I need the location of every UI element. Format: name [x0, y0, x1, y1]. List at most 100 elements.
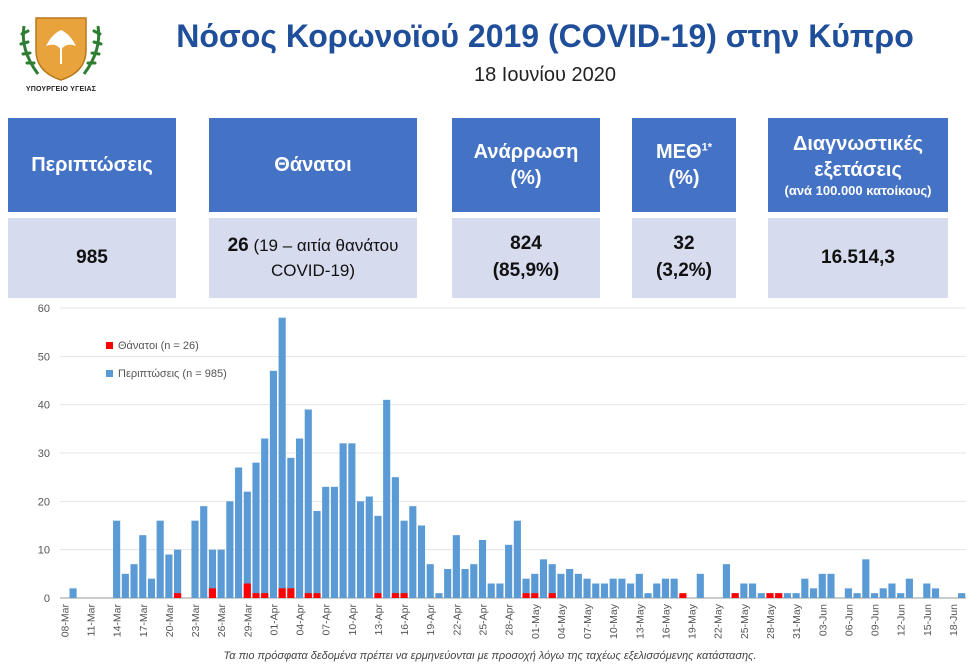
recovery-pct: (85,9%): [492, 260, 560, 281]
recovery-header: Ανάρρωση (%): [452, 118, 600, 212]
cases-bar: [295, 438, 304, 598]
deaths-bar: [174, 593, 182, 598]
x-tick-label: 26-Mar: [216, 604, 228, 638]
cases-bar: [783, 593, 791, 598]
cases-bar: [513, 520, 521, 598]
x-tick-label: 07-Apr: [321, 603, 333, 635]
report-date: 18 Ιουνίου 2020: [474, 64, 616, 86]
cases-bar: [958, 593, 966, 598]
icu-value: 32: [673, 233, 695, 255]
y-tick-label: 50: [38, 351, 50, 363]
x-tick-label: 19-May: [687, 603, 699, 639]
cases-bar: [627, 583, 635, 598]
x-tick-label: 16-May: [660, 603, 672, 639]
icu-value-box: 32 (3,2%): [632, 218, 736, 298]
x-tick-label: 20-Mar: [164, 604, 176, 638]
cases-bar: [139, 535, 147, 598]
cases-bar: [417, 525, 426, 598]
x-tick-label: 06-Jun: [843, 604, 855, 636]
cases-bar: [374, 515, 382, 598]
cases-header: Περιπτώσεις: [8, 118, 176, 212]
cases-bar: [330, 486, 338, 598]
deaths-bar: [304, 593, 312, 598]
icu-label: ΜΕΘ: [656, 141, 702, 163]
cases-bar: [461, 569, 469, 598]
deaths-bar: [548, 593, 556, 598]
recovery-label: Ανάρρωση: [473, 141, 579, 163]
x-tick-label: 31-May: [791, 603, 803, 639]
x-tick-label: 14-Mar: [112, 604, 124, 638]
cases-bar: [400, 520, 408, 598]
cases-bar: [174, 549, 182, 598]
x-tick-label: 19-Apr: [425, 603, 437, 635]
x-tick-label: 18-Jun: [948, 604, 960, 636]
cases-bar: [879, 588, 887, 598]
cases-bar: [322, 486, 330, 598]
cases-bar: [722, 564, 731, 598]
x-tick-label: 28-May: [765, 603, 777, 639]
cases-bar: [888, 583, 896, 598]
cases-bar: [870, 593, 879, 598]
cases-bar: [496, 583, 504, 598]
deaths-bar: [766, 593, 774, 598]
deaths-bar: [522, 593, 530, 598]
deaths-bar: [243, 583, 251, 598]
cases-bar: [618, 578, 626, 598]
recovery-value-box: 824 (85,9%): [452, 218, 600, 298]
tests-value-box: 16.514,3: [768, 218, 948, 298]
cases-bar: [235, 467, 243, 598]
deaths-bar: [313, 593, 321, 598]
cases-bar: [435, 593, 443, 598]
tests-value: 16.514,3: [821, 246, 895, 268]
y-tick-label: 0: [44, 593, 50, 605]
chart-legend: Θάνατοι (n = 26) Περιπτώσεις (n = 985): [106, 340, 227, 380]
cases-bar: [304, 409, 312, 598]
deaths-value-box: 26 (19 – αιτία θανάτου COVID-19): [209, 218, 417, 298]
cases-bar: [147, 578, 156, 598]
cases-bar: [592, 583, 600, 598]
recovery-unit: (%): [510, 167, 542, 189]
deaths-label: Θάνατοι: [274, 154, 352, 176]
tests-sublabel: (ανά 100.000 κατοίκους): [784, 182, 932, 198]
deaths-bar: [374, 593, 382, 598]
cases-bar: [208, 549, 217, 598]
deaths-bar: [278, 588, 286, 598]
cases-bar: [287, 457, 295, 598]
cases-bar: [356, 501, 365, 598]
cases-bar: [566, 569, 574, 598]
logo-caption: ΥΠΟΥΡΓΕΙΟ ΥΓΕΙΑΣ: [25, 86, 97, 93]
x-tick-label: 03-Jun: [817, 604, 829, 636]
cases-bar: [539, 559, 548, 598]
cases-bar: [696, 573, 704, 598]
cases-bar: [391, 477, 399, 598]
x-tick-label: 22-Apr: [451, 603, 463, 635]
cases-bar: [801, 578, 809, 598]
tests-header: Διαγνωστικές εξετάσεις (ανά 100.000 κατο…: [768, 118, 948, 212]
cases-bar: [844, 588, 852, 598]
cases-bar: [792, 593, 800, 598]
recovery-value: 824: [510, 233, 542, 255]
cases-bar: [200, 506, 208, 598]
deaths-bar: [208, 588, 217, 598]
cases-bar: [348, 443, 356, 598]
x-tick-label: 22-May: [713, 603, 725, 639]
x-tick-label: 09-Jun: [870, 604, 882, 636]
deaths-value: 26: [227, 234, 249, 256]
deaths-bar: [287, 588, 295, 598]
cases-bar: [748, 583, 757, 598]
cases-bar: [426, 564, 434, 598]
cases-bar: [470, 564, 478, 598]
page-title: Νόσος Κορωνοϊού 2019 (COVID-19) στην Κύπ…: [176, 18, 914, 54]
x-tick-label: 15-Jun: [922, 604, 934, 636]
cases-bar: [661, 578, 670, 598]
deaths-bar: [391, 593, 399, 598]
cases-bar: [165, 554, 173, 598]
icu-superscript: 1*: [701, 141, 712, 154]
cases-bar: [644, 593, 652, 598]
cases-bar: [191, 520, 199, 598]
icu-unit: (%): [668, 167, 700, 189]
cases-bar: [635, 573, 643, 598]
tests-label: Διαγνωστικές εξετάσεις: [792, 132, 924, 181]
cases-label: Περιπτώσεις: [31, 154, 153, 176]
cases-bar: [487, 583, 495, 598]
